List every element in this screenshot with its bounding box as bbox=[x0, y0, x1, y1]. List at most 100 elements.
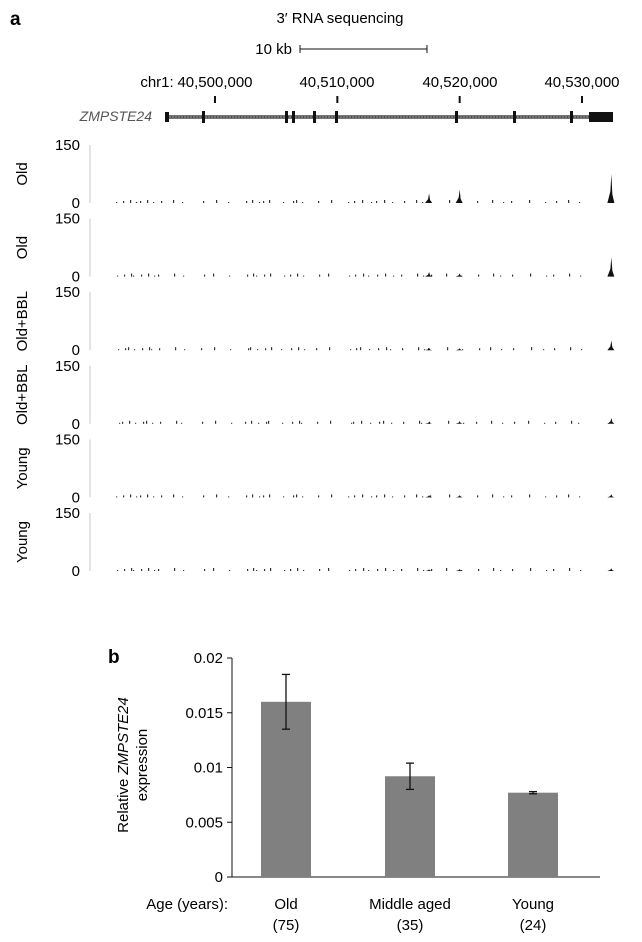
bar-ylabel-gene: ZMPSTE24 bbox=[115, 697, 132, 776]
coverage-noise bbox=[417, 273, 419, 277]
coverage-noise bbox=[247, 274, 249, 277]
coverage-noise bbox=[229, 275, 231, 277]
coverage-noise bbox=[316, 348, 318, 351]
coverage-noise bbox=[554, 348, 556, 351]
track-label: Old bbox=[14, 162, 31, 185]
coverage-noise bbox=[568, 200, 570, 203]
coverage-noise bbox=[228, 202, 230, 203]
coverage-noise bbox=[328, 273, 330, 277]
bar-category-label: Old bbox=[274, 896, 297, 913]
coverage-track: 150 0 Old bbox=[14, 211, 615, 286]
coverage-noise bbox=[263, 201, 265, 203]
coverage-noise bbox=[424, 349, 426, 351]
coverage-noise bbox=[446, 568, 448, 571]
bar-ylabel-line1: Relative ZMPSTE24 bbox=[115, 697, 132, 833]
gene-exon bbox=[285, 111, 288, 123]
coverage-noise bbox=[129, 420, 131, 424]
coverage-noise bbox=[319, 274, 321, 277]
coverage-noise bbox=[130, 494, 132, 498]
coverage-noise bbox=[283, 202, 285, 203]
coverage-noise bbox=[117, 570, 119, 571]
coverage-noise bbox=[318, 201, 320, 203]
coverage-noise bbox=[477, 201, 479, 203]
coverage-noise bbox=[246, 495, 248, 498]
coverage-noise bbox=[284, 275, 286, 277]
coverage-noise bbox=[182, 202, 184, 203]
coverage-noise bbox=[556, 201, 558, 203]
coverage-noise bbox=[418, 347, 420, 351]
coverage-noise bbox=[491, 420, 493, 424]
coverage-noise bbox=[421, 422, 423, 424]
coverage-noise bbox=[258, 422, 260, 424]
coverage-noise bbox=[393, 275, 395, 277]
coverage-noise bbox=[416, 494, 418, 498]
gene-exon bbox=[570, 111, 573, 123]
coverage-noise bbox=[319, 569, 321, 571]
coverage-noise bbox=[173, 494, 175, 498]
coverage-noise bbox=[529, 494, 531, 498]
bar-y-tick-label: 0.015 bbox=[185, 705, 223, 722]
coverage-peak bbox=[425, 347, 433, 351]
coverage-noise bbox=[514, 421, 516, 424]
coverage-noise bbox=[153, 496, 155, 498]
bar bbox=[385, 776, 435, 877]
coverage-noise bbox=[544, 422, 546, 424]
coverage-noise bbox=[136, 202, 138, 203]
coverage-noise bbox=[578, 422, 580, 424]
coverage-noise bbox=[362, 494, 364, 498]
coverage-noise bbox=[392, 202, 394, 203]
coverage-noise bbox=[281, 349, 283, 351]
bar-category-sublabel: (24) bbox=[520, 917, 547, 934]
bar-chart: 0 0.005 0.01 0.015 0.02 Old (75) Middle aged (35… bbox=[185, 650, 600, 934]
coverage-track: 150 0 Old+BBL bbox=[14, 358, 615, 433]
coverage-noise bbox=[246, 201, 248, 203]
coverage-noise bbox=[390, 349, 392, 351]
coverage-peak bbox=[607, 418, 615, 424]
coverage-noise bbox=[404, 201, 406, 203]
track-ymin-label: 0 bbox=[72, 563, 80, 580]
coverage-track: 150 0 Old+BBL bbox=[14, 284, 615, 359]
coverage-noise bbox=[271, 347, 273, 351]
coverage-noise bbox=[176, 420, 178, 424]
track-ymax-label: 150 bbox=[55, 431, 80, 448]
bar-category-label: Young bbox=[512, 896, 554, 913]
coverage-noise bbox=[250, 347, 252, 351]
coverage-peak bbox=[425, 271, 433, 277]
track-ymax-label: 150 bbox=[55, 137, 80, 154]
coverage-noise bbox=[158, 569, 160, 571]
coverage-noise bbox=[256, 570, 258, 571]
bar-category-sublabel: (35) bbox=[397, 917, 424, 934]
coverage-noise bbox=[116, 496, 118, 498]
coverage-noise bbox=[124, 274, 126, 277]
coverage-noise bbox=[152, 422, 154, 424]
coverage-noise bbox=[500, 275, 502, 277]
coverage-noise bbox=[363, 273, 365, 277]
coverage-noise bbox=[266, 421, 268, 424]
coverage-noise bbox=[511, 495, 513, 498]
coverage-noise bbox=[528, 420, 530, 424]
coverage-noise bbox=[512, 569, 514, 571]
coverage-noise bbox=[353, 421, 355, 424]
coverage-noise bbox=[125, 348, 127, 351]
coverage-noise bbox=[161, 201, 163, 203]
coverage-noise bbox=[553, 274, 555, 277]
coverage-noise bbox=[131, 273, 133, 277]
coverage-noise bbox=[384, 494, 386, 498]
gene-exon-3utr bbox=[589, 112, 613, 122]
coverage-noise bbox=[500, 570, 502, 571]
coverage-noise bbox=[124, 569, 126, 571]
coverage-noise bbox=[203, 201, 205, 203]
bar-y-tick-label: 0 bbox=[215, 869, 223, 886]
coverage-noise bbox=[119, 422, 121, 424]
coverage-noise bbox=[154, 570, 156, 571]
coverage-noise bbox=[393, 570, 395, 571]
coverage-noise bbox=[493, 568, 495, 571]
coverage-noise bbox=[297, 568, 299, 571]
coverage-noise bbox=[391, 422, 393, 424]
coverage-noise bbox=[423, 275, 425, 277]
coverage-noise bbox=[348, 202, 350, 203]
coverage-noise bbox=[349, 570, 351, 571]
coverage-noise bbox=[417, 568, 419, 571]
coverage-noise bbox=[135, 422, 137, 424]
coverage-noise bbox=[116, 202, 118, 203]
